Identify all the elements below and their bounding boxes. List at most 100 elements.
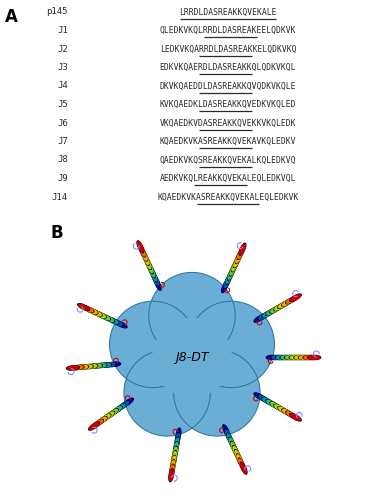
Circle shape (109, 301, 196, 388)
Ellipse shape (290, 294, 301, 302)
Ellipse shape (228, 268, 234, 280)
Ellipse shape (82, 306, 94, 312)
Ellipse shape (237, 454, 243, 466)
Ellipse shape (233, 446, 239, 456)
Ellipse shape (258, 312, 270, 320)
Ellipse shape (291, 294, 300, 301)
Ellipse shape (103, 362, 116, 367)
Ellipse shape (267, 356, 278, 360)
Ellipse shape (226, 272, 232, 284)
Ellipse shape (93, 420, 103, 427)
Ellipse shape (169, 469, 174, 482)
Ellipse shape (225, 429, 232, 441)
Ellipse shape (76, 365, 89, 369)
Ellipse shape (154, 278, 161, 290)
Ellipse shape (238, 458, 245, 470)
Ellipse shape (147, 262, 153, 274)
Ellipse shape (97, 418, 106, 424)
Text: J6: J6 (57, 118, 68, 128)
Ellipse shape (308, 356, 321, 360)
Ellipse shape (94, 312, 106, 318)
Text: J8: J8 (57, 156, 68, 164)
Ellipse shape (231, 442, 237, 452)
Ellipse shape (152, 274, 159, 286)
Ellipse shape (267, 400, 276, 406)
Ellipse shape (66, 366, 79, 370)
Ellipse shape (222, 282, 228, 292)
Text: DKVKQAEDDLDASREAKKQVQDKVKQLE: DKVKQAEDDLDASREAKKQVQDKVKQLE (160, 82, 296, 90)
Ellipse shape (72, 366, 83, 370)
Ellipse shape (139, 246, 145, 256)
Ellipse shape (83, 306, 93, 312)
Text: EDKVKQAERDLDASREAKKQLQDKVKQL: EDKVKQAERDLDASREAKKQLQDKVKQL (160, 63, 296, 72)
Ellipse shape (230, 264, 236, 276)
Ellipse shape (303, 356, 316, 360)
Ellipse shape (104, 316, 114, 322)
Ellipse shape (267, 308, 276, 314)
Ellipse shape (104, 412, 114, 419)
Ellipse shape (171, 455, 176, 468)
Ellipse shape (112, 407, 121, 414)
Text: VKQAEDKVDASREAKKQVEKKVKQLEDK: VKQAEDKVDASREAKKQVEKKVKQLEDK (160, 118, 296, 128)
Ellipse shape (290, 356, 301, 360)
Ellipse shape (237, 248, 244, 260)
Text: QAEDKVKQSREAKKQVEKALKQLEDKVQ: QAEDKVKQSREAKKQVEKALKQLEDKVQ (160, 156, 296, 164)
Ellipse shape (239, 459, 245, 469)
Ellipse shape (262, 398, 273, 405)
Text: p145: p145 (46, 8, 68, 16)
Ellipse shape (71, 366, 84, 370)
Ellipse shape (86, 308, 98, 314)
Ellipse shape (287, 412, 296, 418)
Ellipse shape (274, 404, 285, 412)
Ellipse shape (175, 432, 180, 446)
Ellipse shape (94, 364, 107, 368)
Text: J9: J9 (57, 174, 68, 183)
Ellipse shape (171, 460, 175, 471)
Ellipse shape (99, 363, 111, 367)
Text: LRRDLDASREAKKQVEKALE: LRRDLDASREAKKQVEKALE (179, 8, 277, 16)
Ellipse shape (89, 364, 102, 368)
Ellipse shape (241, 463, 247, 473)
Text: J3: J3 (57, 63, 68, 72)
Ellipse shape (271, 306, 280, 312)
Ellipse shape (172, 450, 177, 464)
Ellipse shape (174, 442, 178, 454)
Ellipse shape (175, 438, 179, 449)
Ellipse shape (258, 395, 270, 402)
Ellipse shape (309, 356, 319, 360)
Ellipse shape (235, 450, 241, 461)
Ellipse shape (286, 356, 297, 360)
Ellipse shape (143, 254, 149, 264)
Ellipse shape (286, 296, 297, 304)
Ellipse shape (89, 422, 99, 430)
Ellipse shape (236, 252, 242, 262)
Ellipse shape (149, 266, 156, 278)
Ellipse shape (276, 356, 288, 360)
Ellipse shape (174, 437, 179, 450)
Ellipse shape (155, 279, 161, 289)
Ellipse shape (96, 416, 107, 425)
Ellipse shape (279, 407, 288, 414)
Ellipse shape (174, 442, 178, 454)
Ellipse shape (300, 356, 310, 360)
Ellipse shape (103, 316, 114, 322)
Ellipse shape (170, 464, 174, 477)
Ellipse shape (238, 248, 243, 258)
Ellipse shape (173, 446, 177, 459)
Ellipse shape (137, 241, 144, 253)
Ellipse shape (239, 244, 246, 255)
Ellipse shape (176, 428, 181, 441)
Text: KQAEDKVKASREAKKQVEKALEQLEDKVK: KQAEDKVKASREAKKQVEKALEQLEDKVK (157, 192, 299, 202)
Ellipse shape (147, 262, 153, 272)
Ellipse shape (109, 362, 119, 366)
Text: QLEDKVKQLRRDLDASREAKEELQDKVK: QLEDKVKQLRRDLDASREAKEELQDKVK (160, 26, 296, 35)
Circle shape (124, 350, 210, 436)
Ellipse shape (172, 456, 175, 467)
Ellipse shape (259, 313, 268, 320)
Circle shape (188, 301, 275, 388)
Ellipse shape (281, 356, 292, 360)
Ellipse shape (173, 447, 177, 458)
Text: LEDKVKQARRDLDASREAKKELQDKVKQ: LEDKVKQARRDLDASREAKKELQDKVKQ (160, 44, 296, 54)
Text: J5: J5 (57, 100, 68, 109)
Ellipse shape (139, 245, 146, 257)
